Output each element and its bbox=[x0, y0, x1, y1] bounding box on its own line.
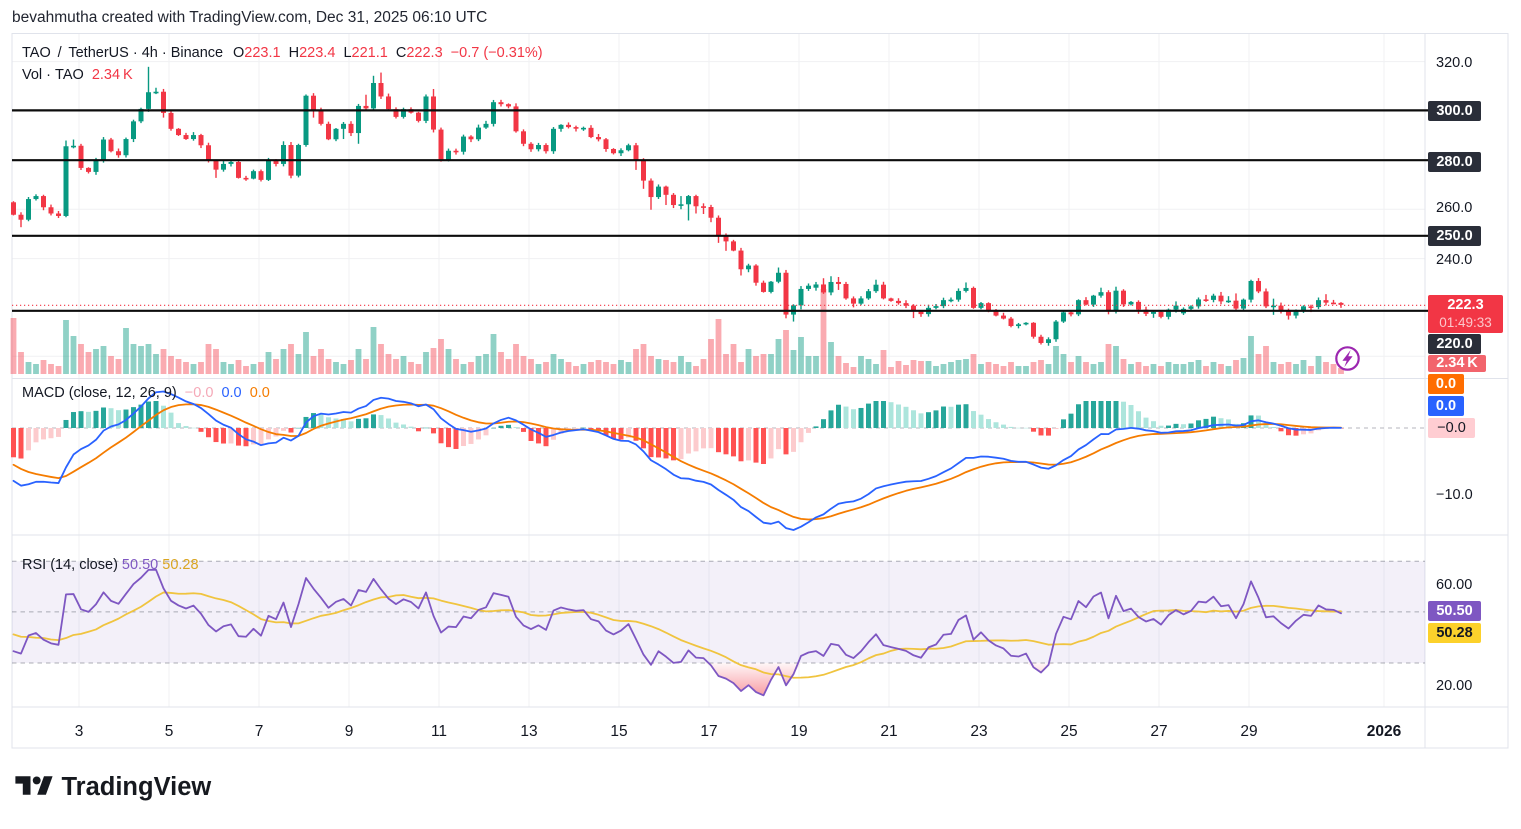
svg-text:TradingView: TradingView bbox=[62, 773, 212, 801]
